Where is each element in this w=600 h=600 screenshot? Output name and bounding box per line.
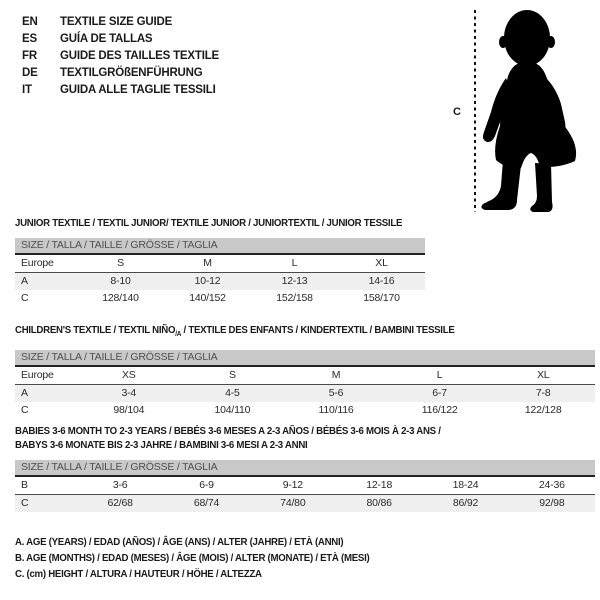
value-cell: 98/104: [113, 404, 145, 417]
value-cell: 110/116: [318, 404, 354, 417]
size-cell: XS: [121, 369, 136, 382]
row-label: C: [21, 292, 29, 304]
height-c-label: C: [453, 106, 461, 118]
junior-size-header: SIZE / TALLA / TAILLE / GRÖSSE / TAGLIA: [15, 238, 425, 255]
value-cell: 6-9: [199, 479, 214, 491]
language-code: ES: [22, 33, 37, 45]
language-label: TEXTILGRÖßENFÜHRUNG: [60, 67, 203, 79]
value-cell: 9-12: [282, 479, 303, 491]
size-cell: M: [331, 369, 341, 382]
row-label: A: [21, 275, 28, 287]
row-label: A: [21, 387, 28, 400]
language-row-en: EN TEXTILE SIZE GUIDE: [22, 14, 219, 31]
legend-line-c: C. (cm) HEIGHT / ALTURA / HAUTEUR / HÖHE…: [15, 568, 262, 580]
size-cell: L: [436, 369, 443, 382]
language-label: GUÍA DE TALLAS: [60, 33, 153, 45]
size-cell: XL: [536, 369, 550, 382]
babies-textile-table: BABIES 3-6 MONTH TO 2-3 YEARS / BEBÉS 3-…: [15, 424, 595, 512]
value-cell: 24-36: [538, 479, 565, 491]
title-text: / TEXTILE DES ENFANTS / KINDERTEXTIL / B…: [181, 324, 455, 336]
value-cell: 104/110: [214, 404, 251, 417]
babies-table-title-line2: BABYS 3-6 MONATE BIS 2-3 JAHRE / BAMBINI…: [15, 439, 308, 451]
legend-line-b: B. AGE (MONTHS) / EDAD (MESES) / ÂGE (MO…: [15, 552, 370, 564]
row-label: C: [21, 497, 29, 509]
babies-size-header: SIZE / TALLA / TAILLE / GRÖSSE / TAGLIA: [15, 460, 595, 477]
value-cell: 128/140: [102, 292, 139, 304]
babies-table-title-line1: BABIES 3-6 MONTH TO 2-3 YEARS / BEBÉS 3-…: [15, 425, 441, 437]
value-cell: 122/128: [524, 404, 562, 417]
legend-line-a: A. AGE (YEARS) / EDAD (AÑOS) / ÂGE (ANS)…: [15, 536, 344, 548]
junior-textile-table: JUNIOR TEXTILE / TEXTIL JUNIOR/ TEXTILE …: [15, 216, 425, 307]
value-cell: 3-6: [112, 479, 128, 491]
height-dotted-line: [474, 10, 476, 212]
value-cell: 7-8: [535, 387, 551, 400]
language-label: GUIDA ALLE TAGLIE TESSILI: [60, 84, 216, 96]
value-cell: 152/158: [276, 292, 313, 304]
value-cell: 10-12: [194, 275, 221, 287]
row-label: Europe: [21, 369, 54, 382]
row-label: Europe: [21, 257, 54, 269]
language-label: GUIDE DES TAILLES TEXTILE: [60, 50, 219, 62]
table-row: B 3-6 6-9 9-12 12-18 18-24 24-36: [15, 477, 595, 495]
language-title-list: EN TEXTILE SIZE GUIDE ES GUÍA DE TALLAS …: [22, 14, 219, 99]
size-cell: M: [203, 257, 212, 269]
table-row: C 98/104 104/110 110/116 116/122 122/128: [15, 402, 595, 420]
value-cell: 6-7: [432, 387, 447, 400]
language-label: TEXTILE SIZE GUIDE: [60, 16, 173, 28]
value-cell: 92/98: [539, 497, 565, 509]
language-row-es: ES GUÍA DE TALLAS: [22, 31, 219, 48]
childrens-table-title: CHILDREN'S TEXTILE / TEXTIL NIÑO/A / TEX…: [15, 323, 549, 342]
language-code: FR: [22, 50, 37, 62]
value-cell: 116/122: [421, 404, 458, 417]
table-row: A 8-10 10-12 12-13 14-16: [15, 273, 425, 290]
table-row: C 62/68 68/74 74/80 80/86 86/92 92/98: [15, 495, 595, 512]
toddler-silhouette-icon: [481, 10, 577, 212]
value-cell: 68/74: [193, 497, 220, 509]
size-cell: XL: [375, 257, 388, 269]
junior-table-title: JUNIOR TEXTILE / TEXTIL JUNIOR/ TEXTILE …: [15, 217, 403, 229]
language-code: DE: [22, 67, 38, 79]
value-cell: 14-16: [368, 275, 395, 287]
size-cell: S: [228, 369, 236, 382]
value-cell: 140/152: [189, 292, 226, 304]
language-row-de: DE TEXTILGRÖßENFÜHRUNG: [22, 65, 219, 82]
title-subscript: /A: [175, 331, 182, 339]
value-cell: 62/68: [107, 497, 133, 509]
value-cell: 8-10: [110, 275, 131, 287]
language-row-fr: FR GUIDE DES TAILLES TEXTILE: [22, 48, 219, 65]
size-cell: S: [117, 257, 124, 269]
value-cell: 80/86: [366, 497, 392, 509]
title-text: CHILDREN'S TEXTILE / TEXTIL NIÑO: [15, 324, 176, 336]
language-code: EN: [22, 16, 38, 28]
value-cell: 5-6: [328, 387, 344, 400]
table-row: Europe S M L XL: [15, 255, 425, 273]
height-reference-figure: C: [452, 6, 600, 218]
table-row: A 3-4 4-5 5-6 6-7 7-8: [15, 385, 595, 403]
table-row: Europe XS S M L XL: [15, 367, 595, 386]
value-cell: 74/80: [280, 497, 306, 509]
size-cell: L: [291, 257, 298, 269]
value-cell: 86/92: [452, 497, 479, 509]
value-cell: 4-5: [225, 387, 240, 400]
value-cell: 3-4: [121, 387, 137, 400]
value-cell: 12-18: [366, 479, 393, 491]
value-cell: 18-24: [452, 479, 479, 491]
value-cell: 12-13: [281, 275, 308, 287]
language-code: IT: [22, 84, 32, 96]
row-label: C: [21, 404, 29, 417]
value-cell: 158/170: [363, 292, 400, 304]
language-row-it: IT GUIDA ALLE TAGLIE TESSILI: [22, 82, 219, 99]
childrens-textile-table: CHILDREN'S TEXTILE / TEXTIL NIÑO/A / TEX…: [15, 323, 595, 420]
childrens-size-header: SIZE / TALLA / TAILLE / GRÖSSE / TAGLIA: [15, 350, 595, 368]
table-row: C 128/140 140/152 152/158 158/170: [15, 290, 425, 307]
row-label: B: [21, 479, 28, 491]
measurement-legend: A. AGE (YEARS) / EDAD (AÑOS) / ÂGE (ANS)…: [15, 534, 400, 582]
